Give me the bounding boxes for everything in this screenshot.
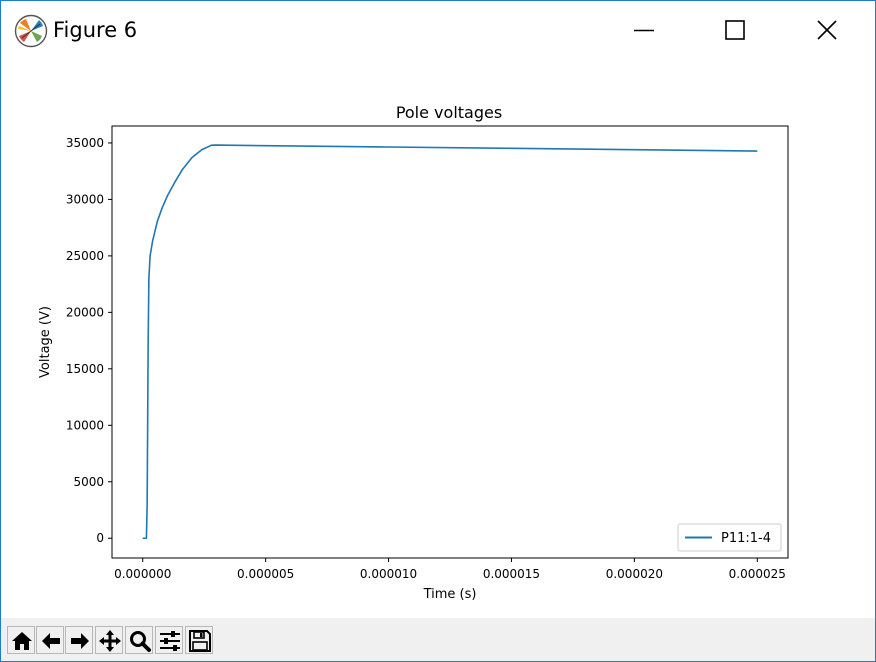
series-line-p11 [142,144,758,540]
maximize-button[interactable] [719,15,751,47]
x-tick-label: 0.000025 [729,567,786,581]
x-tick-label: 0.000020 [606,567,663,581]
pan-button[interactable] [95,626,123,654]
minimize-icon [634,29,654,32]
x-tick-label: 0.000015 [483,567,540,581]
magnifier-icon [130,631,151,652]
navigation-toolbar [1,618,875,661]
save-button[interactable] [185,626,213,654]
arrow-right-icon [71,633,89,649]
x-axis-label: Time (s) [423,587,477,602]
x-tick-label: 0.000010 [360,567,417,581]
title-bar[interactable]: Figure 6 [1,1,875,61]
legend-label-p11: P11:1-4 [721,531,771,546]
chart-title: Pole voltages [396,103,502,122]
y-tick-label: 5000 [73,475,104,489]
y-tick-label: 20000 [66,305,104,319]
floppy-disk-icon [189,630,211,652]
y-tick-label: 35000 [66,136,104,150]
x-tick-label: 0.000005 [237,567,294,581]
figure-canvas[interactable]: Pole voltages 0.000000 0.000005 0.000010 0.… [1,61,875,618]
x-tick-label: 0.000000 [114,567,171,581]
subplots-button[interactable] [155,626,183,654]
window-title: Figure 6 [53,18,138,42]
forward-button[interactable] [65,626,93,654]
legend: P11:1-4 [677,523,782,552]
pole-voltages-chart: Pole voltages 0.000000 0.000005 0.000010 0.… [38,103,789,602]
arrow-left-icon [42,633,60,649]
close-icon [817,20,837,40]
y-tick-label: 0 [96,531,104,545]
sliders-icon [160,631,180,651]
home-icon [12,632,32,650]
y-tick-label: 10000 [66,418,104,432]
legend-box [677,523,782,552]
minimize-button[interactable] [628,15,660,47]
zoom-button[interactable] [125,626,153,654]
back-button[interactable] [36,626,64,654]
y-axis-label: Voltage (V) [38,306,53,378]
y-tick-label: 25000 [66,249,104,263]
matplotlib-logo-icon [14,14,48,48]
close-button[interactable] [811,15,843,47]
y-tick-label: 30000 [66,192,104,206]
move-icon [99,630,121,652]
y-tick-label: 15000 [66,362,104,376]
home-button[interactable] [7,626,35,654]
axes-frame [111,125,789,559]
maximize-icon [725,20,745,40]
